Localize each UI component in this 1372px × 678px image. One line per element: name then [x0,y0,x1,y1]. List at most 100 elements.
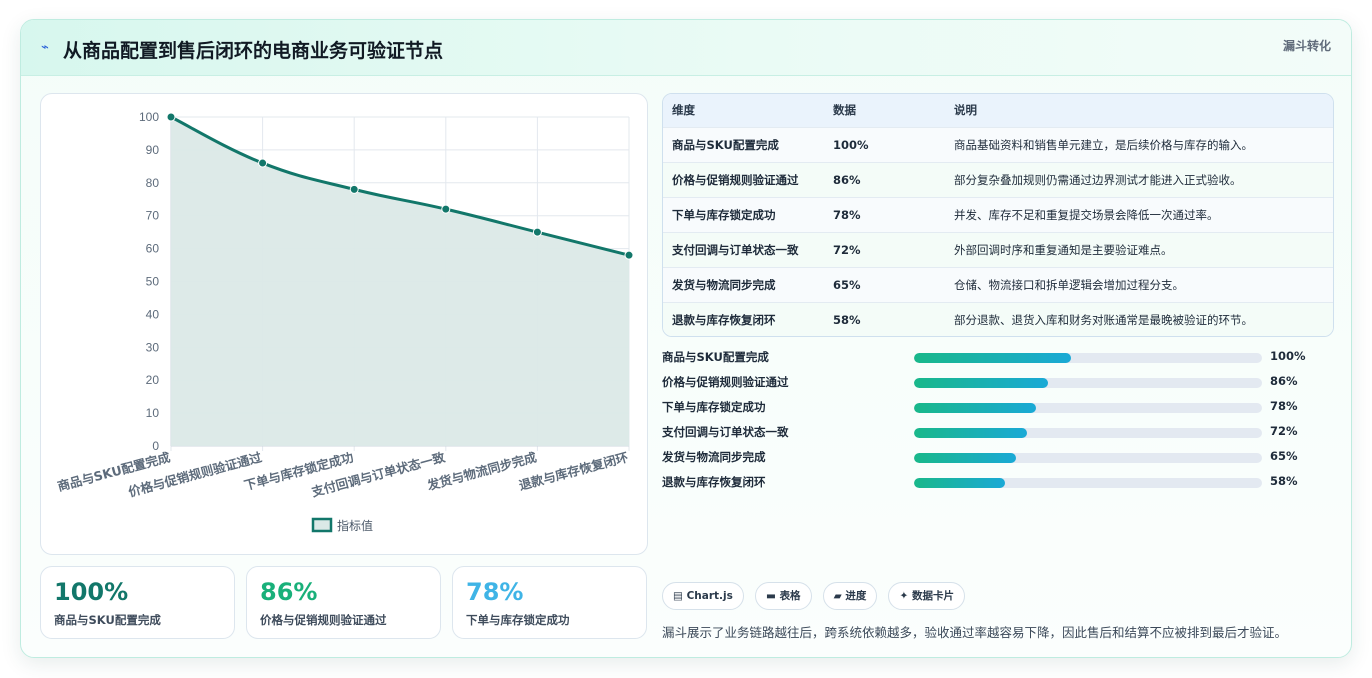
progress-track [914,453,1262,463]
y-tick-label: 0 [152,439,159,453]
progress-value: 100% [1270,349,1306,363]
series-area [171,117,629,446]
stat-card: 78% 下单与库存锁定成功 [452,566,647,639]
cell-data: 100% [833,137,869,152]
table-row: 下单与库存锁定成功 78% 并发、库存不足和重复提交场景会降低一次通过率。 [663,197,1333,232]
progress-label: 商品与SKU配置完成 [662,350,769,364]
chip-table[interactable]: ▬ 表格 [754,582,812,610]
y-tick-label: 60 [146,242,160,256]
series-line [170,115,630,257]
header-description: 说明 [954,103,977,118]
cell-dimension: 退款与库存恢复闭环 [672,312,776,327]
y-tick-label: 70 [146,209,160,223]
data-point [532,227,542,237]
progress-fill [914,478,1005,488]
legend-label: 指标值 [337,518,373,533]
stat-card: 86% 价格与促销规则验证通过 [246,566,441,639]
lightning-icon: ⌁ [41,40,49,55]
cell-dimension: 价格与促销规则验证通过 [672,172,799,187]
feature-chips: ▤ Chart.js ▬ 表格 ▰ 进度 ✦ 数据卡片 [662,582,971,610]
line-chart: 0102030405060708090100商品与SKU配置完成价格与促销规则验… [56,110,634,533]
sparkle-icon: ✦ [899,590,909,602]
y-tick-label: 30 [146,340,160,354]
dashboard-card: ⌁ 从商品配置到售后闭环的电商业务可验证节点 漏斗转化 0 10 20 30 40 50 6… [20,19,1352,658]
cell-dimension: 发货与物流同步完成 [672,277,776,292]
progress-track [914,478,1262,488]
y-tick-label: 10 [146,406,160,420]
progress-fill [914,353,1071,363]
cell-dimension: 支付回调与订单状态一致 [672,242,799,257]
cell-data: 86% [833,172,861,187]
table-header-row: 维度 数据 说明 [663,94,1333,127]
stat-value: 86% [260,578,318,606]
progress-label: 价格与促销规则验证通过 [662,375,789,389]
page-title: 从商品配置到售后闭环的电商业务可验证节点 [63,40,444,62]
stat-value: 100% [54,578,129,606]
progress-fill [914,453,1016,463]
progress-label: 支付回调与订单状态一致 [662,425,789,439]
header-dimension: 维度 [672,103,695,118]
y-tick-label: 40 [146,307,160,321]
cell-data: 72% [833,242,861,257]
y-tick-label: 20 [146,373,160,387]
cell-description: 外部回调时序和重复通知是主要验证难点。 [954,242,1173,257]
progress-value: 58% [1270,474,1298,488]
progress-row: 价格与促销规则验证通过 86% [662,370,1334,395]
progress-icon: ▰ [833,590,842,602]
progress-track [914,378,1262,388]
cell-dimension: 下单与库存锁定成功 [672,207,776,222]
data-point [624,250,634,260]
y-tick-label: 90 [146,143,160,157]
data-point [441,204,451,214]
progress-value: 72% [1270,424,1298,438]
table-icon: ▬ [765,590,776,602]
stat-card: 100% 商品与SKU配置完成 [40,566,235,639]
progress-fill [914,403,1036,413]
progress-row: 下单与库存锁定成功 78% [662,395,1334,420]
progress-value: 65% [1270,449,1298,463]
chip-label: 进度 [845,590,867,602]
cell-description: 部分退款、退货入库和财务对账通常是最晚被验证的环节。 [954,312,1253,327]
cell-description: 商品基础资料和销售单元建立，是后续价格与库存的输入。 [954,137,1253,152]
table-row: 价格与促销规则验证通过 86% 部分复杂叠加规则仍需通过边界测试才能进入正式验收… [663,162,1333,197]
progress-row: 发货与物流同步完成 65% [662,445,1334,470]
data-point [258,158,268,168]
data-table-panel: 维度 数据 说明 商品与SKU配置完成 100% 商品基础资料和销售单元建立，是… [662,93,1334,337]
legend-swatch [311,517,333,533]
stat-label: 下单与库存锁定成功 [466,613,570,627]
progress-label: 退款与库存恢复闭环 [662,475,766,489]
progress-label: 下单与库存锁定成功 [662,400,766,414]
stat-label: 价格与促销规则验证通过 [260,613,387,627]
cell-dimension: 商品与SKU配置完成 [672,137,779,152]
chip-chartjs[interactable]: ▤ Chart.js [662,582,744,610]
progress-fill [914,378,1049,388]
chip-progress[interactable]: ▰ 进度 [822,582,878,610]
table-row: 退款与库存恢复闭环 58% 部分退款、退货入库和财务对账通常是最晚被验证的环节。 [663,302,1333,336]
line-chart-panel: 0 10 20 30 40 50 60 70 80 90 100 商品与SKU配置完成 价格与促销规则验… [40,93,648,555]
y-tick-label: 100 [139,110,159,124]
chart-icon: ▤ [673,590,683,602]
table-row: 发货与物流同步完成 65% 仓储、物流接口和拆单逻辑会增加过程分支。 [663,267,1333,302]
chip-label: Chart.js [686,590,733,602]
stat-value: 78% [466,578,524,606]
chip-data-card[interactable]: ✦ 数据卡片 [888,582,965,610]
header-tag: 漏斗转化 [1282,39,1331,53]
progress-row: 支付回调与订单状态一致 72% [662,420,1334,445]
cell-description: 并发、库存不足和重复提交场景会降低一次通过率。 [954,207,1219,222]
table-row: 商品与SKU配置完成 100% 商品基础资料和销售单元建立，是后续价格与库存的输… [663,127,1333,162]
progress-row: 商品与SKU配置完成 100% [662,345,1334,370]
data-point [349,184,359,194]
progress-value: 86% [1270,374,1298,388]
progress-row: 退款与库存恢复闭环 58% [662,470,1334,495]
y-tick-label: 80 [146,176,160,190]
progress-track [914,428,1262,438]
cell-data: 58% [833,312,861,327]
stat-label: 商品与SKU配置完成 [54,613,161,627]
progress-value: 78% [1270,399,1298,413]
cell-data: 65% [833,277,861,292]
cell-description: 部分复杂叠加规则仍需通过边界测试才能进入正式验收。 [954,172,1242,187]
data-point [166,112,176,122]
table-row: 支付回调与订单状态一致 72% 外部回调时序和重复通知是主要验证难点。 [663,232,1333,267]
chip-label: 表格 [779,590,801,602]
cell-description: 仓储、物流接口和拆单逻辑会增加过程分支。 [954,277,1184,292]
